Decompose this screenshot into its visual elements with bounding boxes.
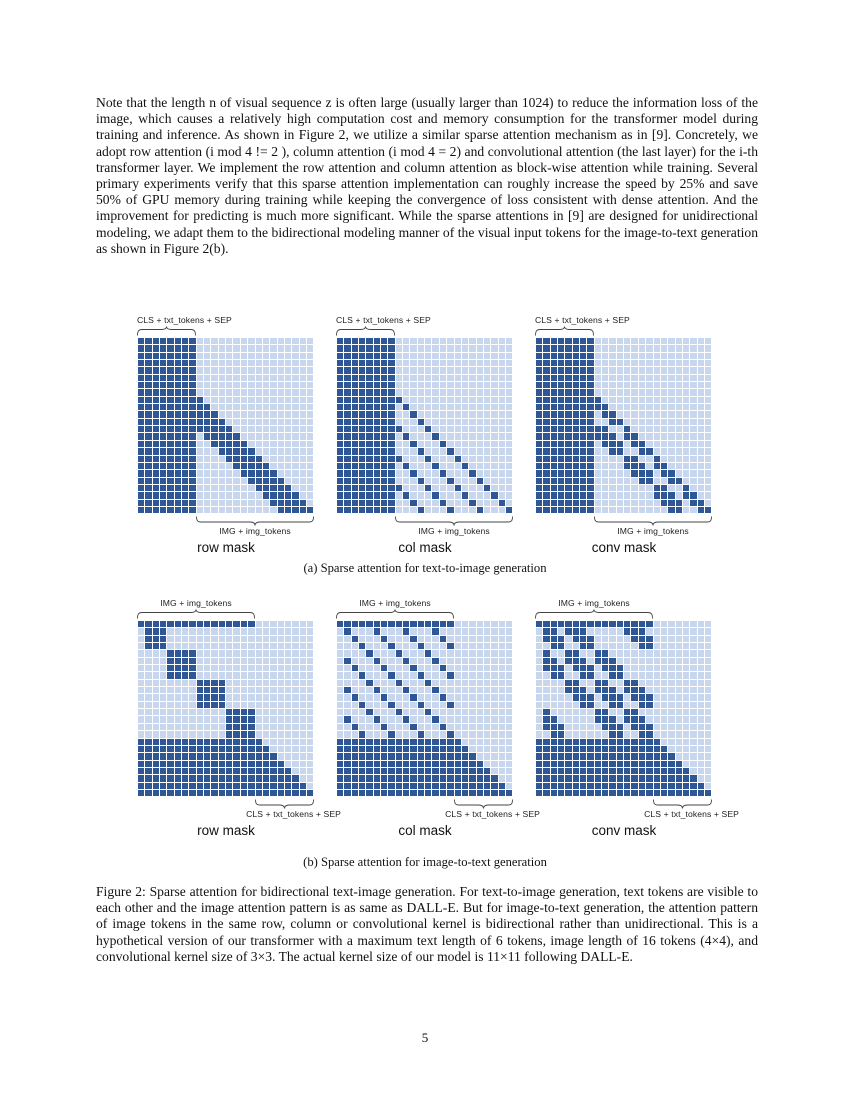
image-tokens-brace bbox=[336, 609, 454, 619]
page-number: 5 bbox=[421, 1030, 429, 1045]
image-tokens-brace bbox=[594, 516, 712, 526]
subcaption-a: (a) Sparse attention for text-to-image g… bbox=[303, 561, 547, 575]
col-mask-a-title: col mask bbox=[398, 540, 452, 555]
text-tokens-label: CLS + txt_tokens + SEP bbox=[644, 809, 739, 819]
image-tokens-brace bbox=[137, 609, 255, 619]
image-tokens-label: IMG + img_tokens bbox=[219, 526, 291, 536]
body-paragraph: Note that the length n of visual sequenc… bbox=[96, 95, 758, 256]
attention-mask-grid bbox=[535, 620, 713, 798]
row-mask-b-title: row mask bbox=[197, 823, 255, 838]
text-tokens-brace bbox=[255, 799, 314, 809]
panel-row-mask-b: IMG + img_tokens CLS + txt_tokens + SEP ro… bbox=[137, 598, 341, 843]
image-tokens-label: IMG + img_tokens bbox=[558, 598, 630, 608]
text-tokens-brace bbox=[653, 799, 712, 809]
text-tokens-label: CLS + txt_tokens + SEP bbox=[137, 315, 232, 325]
col-mask-b-title: col mask bbox=[398, 823, 452, 838]
text-tokens-brace bbox=[336, 326, 395, 336]
attention-mask-grid bbox=[535, 337, 713, 515]
text-tokens-label: CLS + txt_tokens + SEP bbox=[336, 315, 431, 325]
text-tokens-brace bbox=[535, 326, 594, 336]
image-tokens-brace bbox=[535, 609, 653, 619]
figure-b-panels: IMG + img_tokens CLS + txt_tokens + SEP ro… bbox=[0, 598, 850, 848]
image-tokens-label: IMG + img_tokens bbox=[418, 526, 490, 536]
text-tokens-label: CLS + txt_tokens + SEP bbox=[445, 809, 540, 819]
figure-2-caption: Figure 2: Sparse attention for bidirecti… bbox=[96, 884, 758, 964]
image-tokens-label: IMG + img_tokens bbox=[617, 526, 689, 536]
row-mask-a-title: row mask bbox=[197, 540, 255, 555]
text-tokens-brace bbox=[137, 326, 196, 336]
text-tokens-brace bbox=[454, 799, 513, 809]
panel-col-mask-b: IMG + img_tokens CLS + txt_tokens + SEP co… bbox=[336, 598, 540, 843]
image-tokens-label: IMG + img_tokens bbox=[160, 598, 232, 608]
image-tokens-brace bbox=[196, 516, 314, 526]
image-tokens-brace bbox=[395, 516, 513, 526]
attention-mask-grid bbox=[137, 337, 315, 515]
attention-mask-grid bbox=[137, 620, 315, 798]
image-tokens-label: IMG + img_tokens bbox=[359, 598, 431, 608]
conv-mask-b-title: conv mask bbox=[591, 823, 657, 838]
text-tokens-label: CLS + txt_tokens + SEP bbox=[535, 315, 630, 325]
attention-mask-grid bbox=[336, 337, 514, 515]
text-tokens-label: CLS + txt_tokens + SEP bbox=[246, 809, 341, 819]
subcaption-b: (b) Sparse attention for image-to-text g… bbox=[303, 855, 547, 869]
conv-mask-a-title: conv mask bbox=[591, 540, 657, 555]
panel-conv-mask-b: IMG + img_tokens CLS + txt_tokens + SEP co… bbox=[535, 598, 739, 843]
attention-mask-grid bbox=[336, 620, 514, 798]
